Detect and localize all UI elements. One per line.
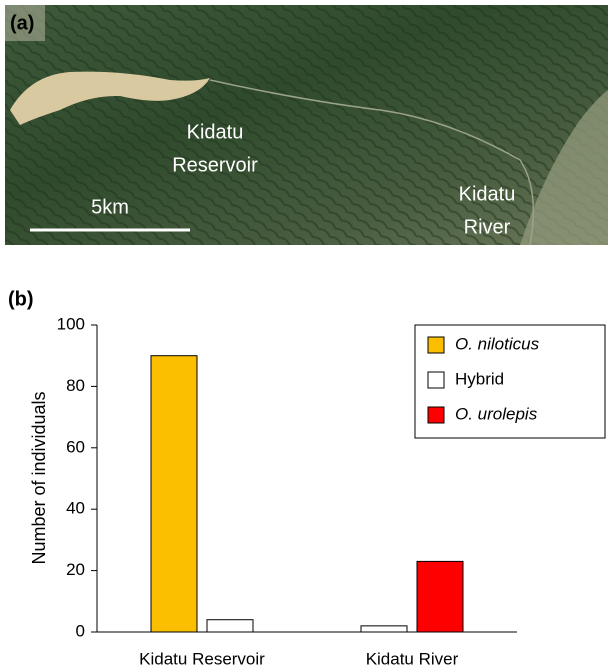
- y-tick-label: 80: [66, 376, 85, 395]
- y-axis-label: Number of individuals: [29, 391, 49, 564]
- y-tick-label: 60: [66, 437, 85, 456]
- bar: [150, 355, 198, 633]
- river: [209, 79, 535, 246]
- y-tick-label: 40: [66, 499, 85, 518]
- legend-label: Hybrid: [455, 369, 504, 388]
- map-panel: (a) Kidatu Reservoir Kidatu River 5km: [5, 5, 608, 246]
- plain: [520, 90, 608, 245]
- y-tick-label: 20: [66, 560, 85, 579]
- x-tick-label: Kidatu River: [366, 649, 459, 668]
- bar: [206, 619, 254, 633]
- bar: [416, 560, 464, 633]
- reservoir: [10, 71, 210, 125]
- panel-label: (b): [8, 288, 34, 310]
- legend-label: O. niloticus: [455, 334, 540, 353]
- terrain-texture: [5, 5, 608, 245]
- panel-label: (a): [10, 12, 34, 34]
- place-label: Kidatu: [459, 183, 516, 205]
- scale-label: 5km: [91, 196, 129, 218]
- legend-swatch: [427, 371, 445, 389]
- label-background: [5, 5, 45, 41]
- legend-swatch: [427, 406, 445, 424]
- x-tick-label: Kidatu Reservoir: [139, 649, 265, 668]
- legend-swatch: [427, 336, 445, 354]
- y-tick-label: 100: [57, 314, 85, 333]
- place-label: Reservoir: [172, 154, 258, 176]
- y-tick-label: 0: [76, 621, 85, 640]
- place-label: Kidatu: [187, 121, 244, 143]
- legend-box: [414, 324, 606, 439]
- legend-label: O. urolepis: [455, 404, 538, 423]
- bar: [360, 625, 408, 633]
- place-label: River: [464, 216, 511, 238]
